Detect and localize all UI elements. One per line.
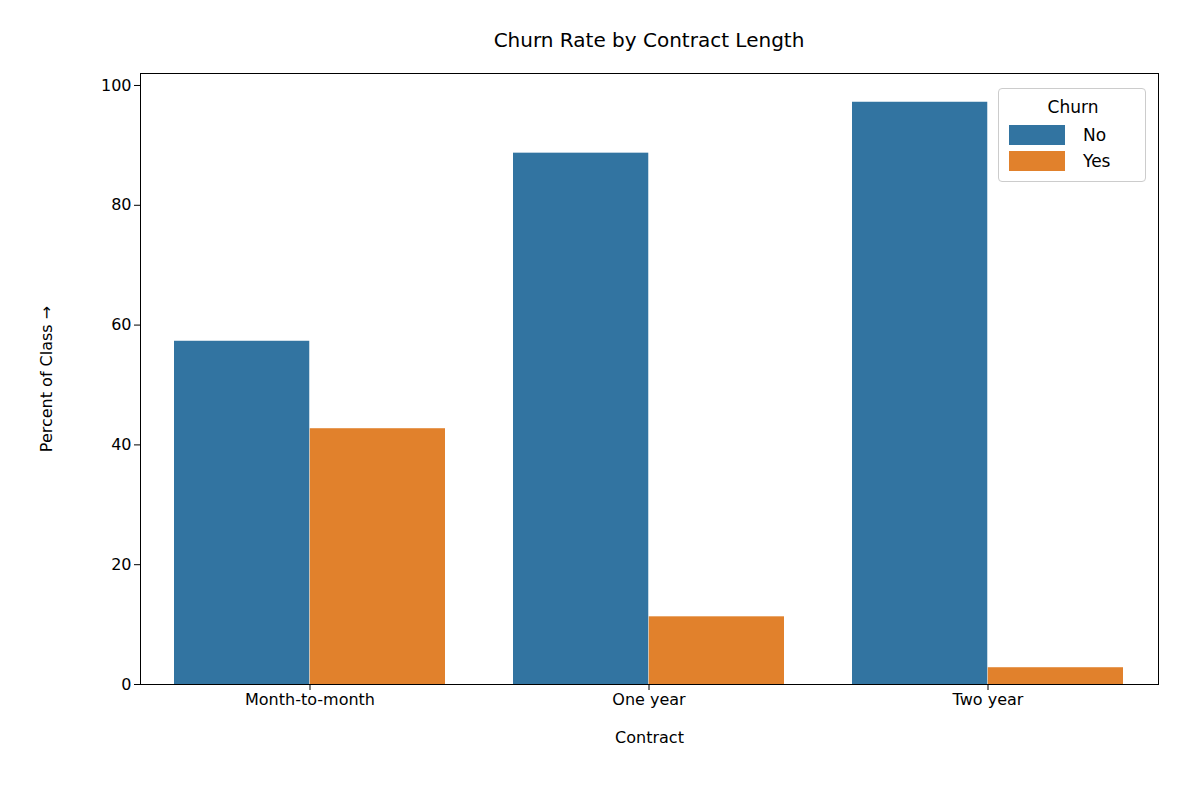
html-text:Churn: Churn (1047, 97, 1099, 117)
svg-text:20: 20 (111, 555, 131, 574)
svg-text:60: 60 (111, 315, 131, 334)
svg-text:One year: One year (612, 690, 686, 709)
html-text:Yes: Yes (1083, 151, 1111, 171)
svg-text:80: 80 (111, 195, 131, 214)
svg-text:Contract: Contract (615, 728, 684, 747)
svg-text:Month-to-month: Month-to-month (245, 690, 375, 709)
svg-text:40: 40 (111, 435, 131, 454)
html-text:No: No (1083, 125, 1107, 145)
svg-text:0: 0 (121, 675, 131, 694)
svg-text:Two year: Two year (952, 690, 1024, 709)
svg-text:100: 100 (101, 76, 132, 95)
html-text:Churn Rate by Contract Length: Churn Rate by Contract Length (493, 28, 805, 52)
svg-text:Percent of Class →: Percent of Class → (37, 306, 56, 452)
